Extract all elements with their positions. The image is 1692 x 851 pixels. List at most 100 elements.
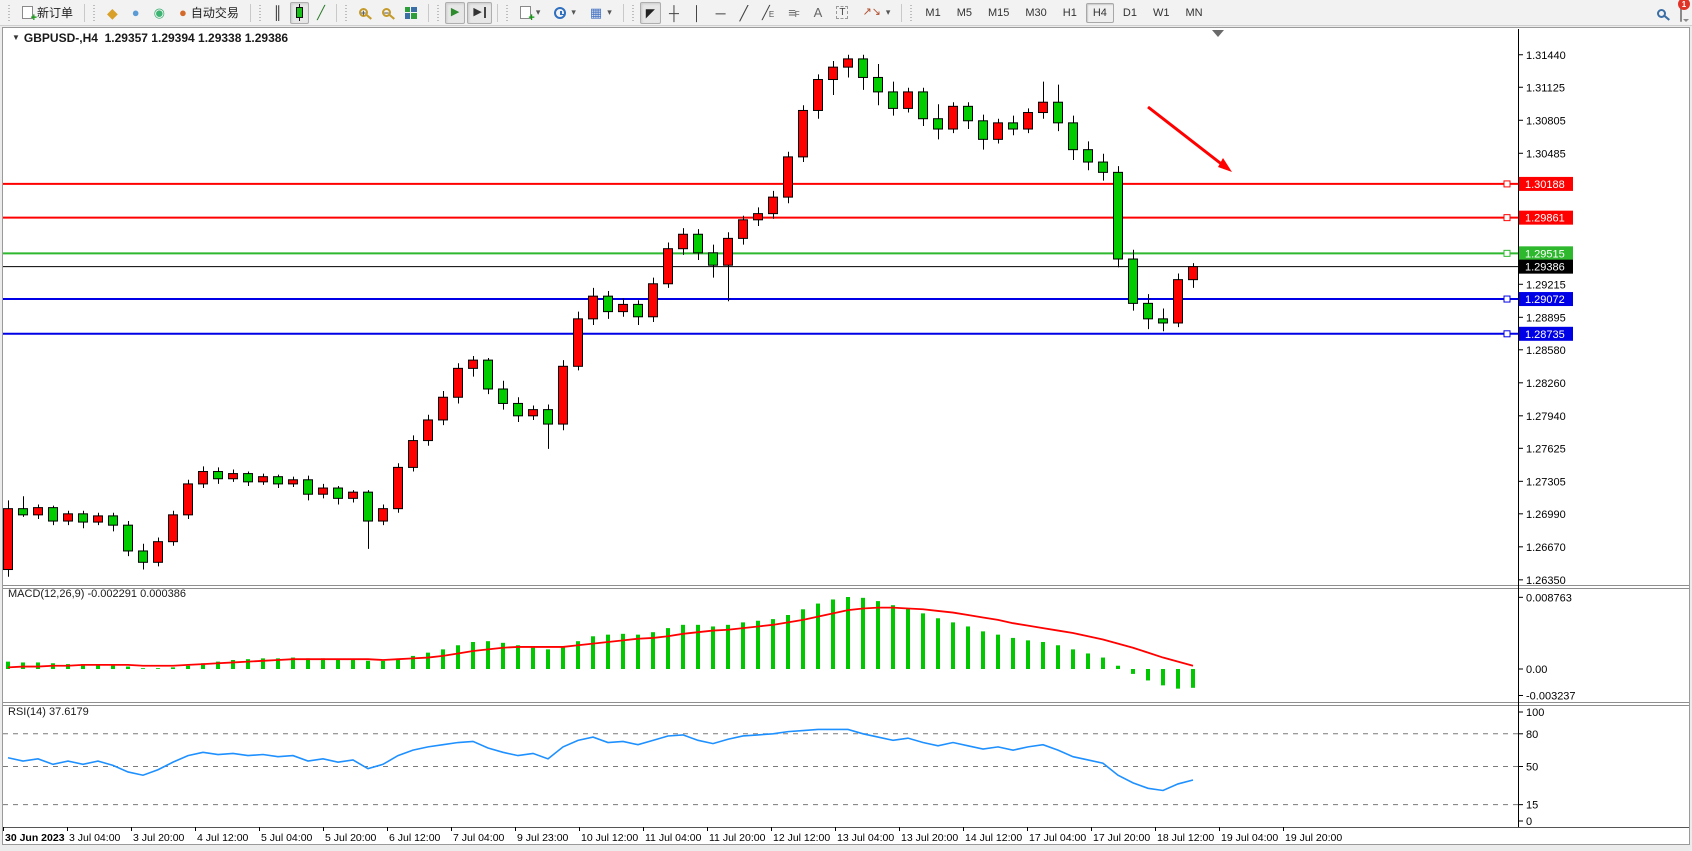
chart-shift-icon: ▶ bbox=[473, 7, 486, 18]
market-watch-icon: ◆ bbox=[107, 4, 118, 21]
arrows-icon: ↗↘ bbox=[862, 6, 881, 18]
line-chart-icon: ╱ bbox=[317, 5, 325, 20]
period-h1-label: H1 bbox=[1062, 6, 1077, 19]
search-button[interactable] bbox=[1657, 8, 1666, 18]
toolbar-separator bbox=[496, 3, 498, 22]
dropdown-caret-icon[interactable]: ▾ bbox=[571, 7, 576, 17]
toolbar-drag-handle[interactable] bbox=[909, 4, 915, 21]
toolbar-button-fibonacci[interactable]: ≡ F bbox=[782, 2, 805, 24]
toolbar-button-line-chart[interactable]: ╱ bbox=[311, 2, 331, 24]
equidistant-channel-icon: ╱ E bbox=[762, 5, 775, 20]
toolbar-button-vertical-line[interactable]: │ bbox=[687, 2, 708, 24]
toolbar-drag-handle[interactable] bbox=[257, 4, 263, 21]
period-m5-label: M5 bbox=[956, 6, 972, 19]
period-m1-button[interactable]: M1 bbox=[918, 3, 947, 23]
period-w1-label: W1 bbox=[1152, 6, 1170, 19]
toolbar-drag-handle[interactable] bbox=[92, 4, 98, 21]
toolbar-separator bbox=[249, 3, 251, 22]
toolbar-button-zoom-in[interactable]: + bbox=[353, 2, 374, 24]
toolbar-separator bbox=[901, 3, 903, 22]
toolbar-button-zoom-out[interactable]: − bbox=[376, 2, 397, 24]
periodicity-icon bbox=[554, 6, 567, 19]
search-icon bbox=[1657, 8, 1666, 18]
toolbar-button-data-window[interactable]: ◉ bbox=[148, 2, 171, 24]
toolbar-button-autotrading[interactable]: ● 自动交易 bbox=[173, 2, 245, 24]
toolbar-button-bar-chart[interactable]: ║ bbox=[267, 2, 288, 24]
toolbar-button-text-label[interactable]: T bbox=[830, 2, 854, 24]
toolbar-button-navigator[interactable]: ● bbox=[126, 2, 146, 24]
dropdown-caret-icon[interactable]: ▾ bbox=[885, 7, 891, 17]
toolbar-button-templates[interactable]: ▦ ▾ bbox=[584, 2, 618, 24]
toolbar-button-market-watch[interactable]: ◆ bbox=[101, 2, 124, 24]
chart-window bbox=[2, 27, 1690, 845]
fibonacci-icon: ≡ F bbox=[788, 5, 800, 20]
trendline-icon: ╱ bbox=[739, 4, 749, 21]
toolbar-button-auto-scroll[interactable]: ▶ bbox=[444, 1, 466, 24]
new-order-label: 新订单 bbox=[37, 6, 74, 20]
autotrading-label: 自动交易 bbox=[190, 6, 239, 20]
toolbar-button-new-order[interactable]: 新订单 bbox=[16, 2, 79, 24]
toolbar-button-candle-chart[interactable] bbox=[290, 1, 310, 24]
candle-chart-icon bbox=[296, 4, 304, 21]
vertical-line-icon: │ bbox=[692, 4, 702, 21]
toolbar-button-arrows[interactable]: ↗↘ ▾ bbox=[856, 2, 896, 24]
navigator-icon: ● bbox=[131, 5, 140, 20]
horizontal-line-icon: ─ bbox=[715, 4, 726, 21]
period-h4-label: H4 bbox=[1092, 6, 1107, 19]
toolbar-separator bbox=[622, 3, 624, 22]
cursor-icon: ◤ bbox=[645, 5, 655, 20]
period-d1-button[interactable]: D1 bbox=[1116, 3, 1144, 23]
toolbar-drag-handle[interactable] bbox=[435, 4, 441, 21]
macd-indicator-label: MACD(12,26,9) -0.002291 0.000386 bbox=[8, 588, 186, 600]
new-chart-icon bbox=[519, 6, 535, 24]
period-m15-label: M15 bbox=[987, 6, 1010, 19]
toolbar-separator bbox=[84, 3, 86, 22]
toolbar-button-crosshair[interactable]: ┼ bbox=[663, 2, 685, 24]
period-m15-button[interactable]: M15 bbox=[981, 3, 1016, 23]
chart-title-text: GBPUSD-,H4 1.29357 1.29394 1.29338 1.293… bbox=[23, 31, 289, 45]
toolbar-drag-handle[interactable] bbox=[504, 4, 510, 21]
crosshair-icon: ┼ bbox=[668, 4, 679, 21]
period-w1-button[interactable]: W1 bbox=[1146, 3, 1177, 23]
toolbar-separator bbox=[335, 3, 337, 22]
period-mn-button[interactable]: MN bbox=[1178, 3, 1209, 23]
toolbar-button-equidistant-channel[interactable]: ╱ E bbox=[756, 2, 780, 24]
dropdown-caret-icon[interactable]: ▾ bbox=[535, 7, 541, 17]
dropdown-caret-icon[interactable]: ▾ bbox=[607, 7, 612, 17]
notifications-icon bbox=[1680, 3, 1682, 22]
one-click-trading-collapse-icon[interactable]: ▼ bbox=[12, 33, 20, 42]
notification-badge: 1 bbox=[1678, 0, 1690, 10]
tile-windows-icon bbox=[404, 6, 417, 19]
text-label-icon: T bbox=[836, 6, 849, 19]
toolbar-button-text[interactable]: A bbox=[808, 2, 829, 24]
toolbar-button-tile-windows[interactable] bbox=[399, 2, 423, 24]
toolbar-drag-handle[interactable] bbox=[7, 4, 12, 21]
period-mn-label: MN bbox=[1185, 6, 1203, 19]
autotrading-icon: ● bbox=[179, 5, 187, 20]
toolbar-button-new-chart[interactable]: ▾ bbox=[514, 2, 547, 24]
toolbar-button-trendline[interactable]: ╱ bbox=[734, 2, 754, 24]
chart-title: ▼ GBPUSD-,H4 1.29357 1.29394 1.29338 1.29… bbox=[12, 31, 288, 45]
main-toolbar: 新订单◆●◉●自动交易║╱+−▶▶▾▾▦▾◤┼│─╱╱E≡FAT↗↘▾M1M5M… bbox=[0, 0, 1692, 26]
period-h4-button[interactable]: H4 bbox=[1085, 2, 1114, 23]
period-m5-button[interactable]: M5 bbox=[950, 3, 979, 23]
templates-icon: ▦ bbox=[589, 5, 603, 20]
auto-scroll-icon: ▶ bbox=[450, 6, 460, 18]
data-window-icon: ◉ bbox=[153, 5, 165, 20]
period-m30-button[interactable]: M30 bbox=[1018, 3, 1053, 23]
toolbar-drag-handle[interactable] bbox=[630, 4, 636, 21]
toolbar-drag-handle[interactable] bbox=[343, 4, 349, 21]
zoom-in-icon: + bbox=[358, 7, 368, 18]
toolbar-button-horizontal-line[interactable]: ─ bbox=[710, 2, 732, 24]
toolbar-button-chart-shift[interactable]: ▶ bbox=[467, 1, 492, 24]
toolbar-button-periodicity[interactable]: ▾ bbox=[548, 2, 582, 24]
period-m30-label: M30 bbox=[1025, 6, 1047, 19]
period-m1-label: M1 bbox=[925, 6, 941, 19]
notifications-button[interactable]: 1 bbox=[1678, 0, 1690, 22]
text-icon: A bbox=[813, 5, 823, 20]
period-d1-label: D1 bbox=[1122, 6, 1137, 19]
period-h1-button[interactable]: H1 bbox=[1056, 3, 1084, 23]
bar-chart-icon: ║ bbox=[272, 5, 283, 20]
toolbar-button-cursor[interactable]: ◤ bbox=[639, 1, 661, 24]
